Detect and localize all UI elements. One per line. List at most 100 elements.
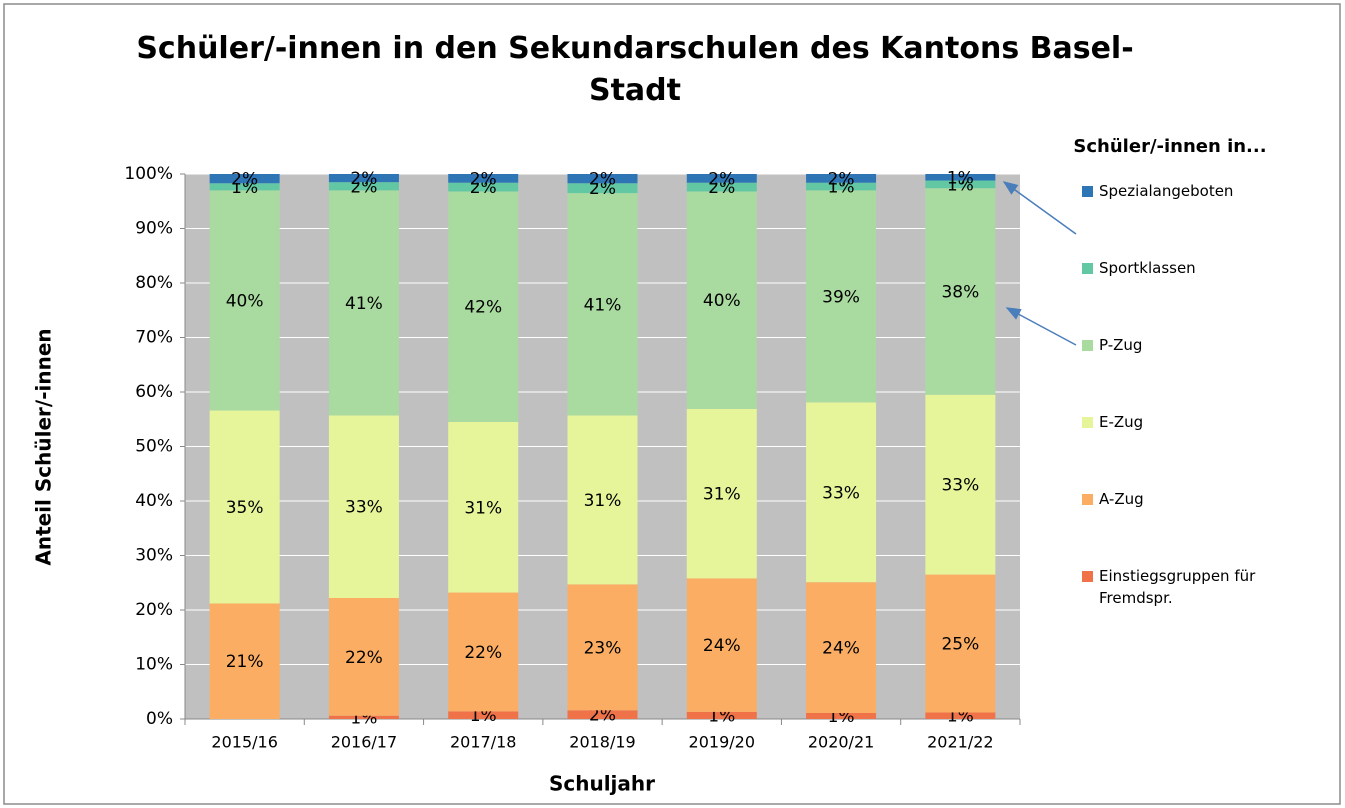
data-label: 39%: [822, 287, 860, 307]
bar-segment: [448, 182, 519, 192]
bar-segment: [328, 182, 399, 191]
bar-segment: [209, 174, 280, 184]
y-tick-label: 90%: [135, 219, 173, 239]
legend-label: Einstiegsgruppen für Fremdspr.: [1099, 567, 1256, 607]
data-label: 24%: [703, 636, 741, 656]
data-label: 2%: [231, 170, 258, 190]
bar-segment: [686, 408, 757, 579]
y-tick-label: 60%: [135, 382, 173, 402]
bar-segment: [209, 183, 280, 191]
data-label: 42%: [464, 298, 502, 318]
legend-label: P-Zug: [1099, 336, 1143, 354]
bar-segment: [567, 415, 638, 585]
legend-swatch: [1082, 571, 1093, 582]
data-label: 2%: [589, 170, 616, 190]
bar-segment: [925, 174, 996, 181]
arrow: [1002, 181, 1077, 235]
x-tick-label: 2018/19: [569, 733, 635, 752]
data-label: 2%: [350, 169, 377, 189]
x-tick-label: 2019/20: [689, 733, 755, 752]
data-label: 2%: [350, 177, 377, 197]
bar-segment: [686, 578, 757, 712]
data-label: 40%: [226, 291, 264, 311]
y-axis-label: Anteil Schüler/-innen: [32, 328, 56, 565]
data-label: 40%: [703, 291, 741, 311]
y-tick-label: 100%: [124, 164, 173, 184]
legend-label: Spezialangeboten: [1099, 182, 1234, 200]
data-label: 2%: [828, 169, 855, 189]
bar-segment: [686, 182, 757, 192]
data-label: 22%: [464, 643, 502, 663]
data-label: 2%: [589, 706, 616, 726]
legend-label: Sportklassen: [1099, 259, 1196, 277]
data-label: 22%: [345, 648, 383, 668]
x-tick-label: 2021/22: [927, 733, 993, 752]
bar-segment: [448, 421, 519, 593]
legend-entry: Sportklassen: [1099, 259, 1196, 277]
y-tick-label: 0%: [146, 709, 173, 729]
data-label: 2%: [708, 169, 735, 189]
bar-segment: [328, 190, 399, 416]
legend-entry: Einstiegsgruppen für Fremdspr.: [1099, 567, 1256, 607]
legend-entry: Spezialangeboten: [1099, 182, 1234, 200]
data-label: 31%: [703, 485, 741, 505]
y-tick-label: 20%: [135, 600, 173, 620]
legend-title: Schüler/-innen in...: [1073, 136, 1266, 157]
bar-segment: [806, 713, 877, 719]
bar-segment: [567, 710, 638, 719]
bar-segment: [328, 715, 399, 719]
y-tick-label: 70%: [135, 328, 173, 348]
bar-segment: [209, 410, 280, 604]
data-label: 2%: [470, 169, 497, 189]
bar-segment: [209, 190, 280, 411]
data-label: 2%: [708, 178, 735, 198]
legend-swatch: [1082, 494, 1093, 505]
bar-segment: [925, 574, 996, 713]
legend-swatch: [1082, 340, 1093, 351]
data-label: 24%: [822, 639, 860, 659]
legend-swatch: [1082, 417, 1093, 428]
data-label: 21%: [226, 652, 264, 672]
y-tick-label: 10%: [135, 655, 173, 675]
chart-title: Schüler/-innen in den Sekundarschulen de…: [136, 31, 1134, 108]
legend-entry: E-Zug: [1099, 413, 1144, 431]
bar-segment: [806, 174, 877, 183]
data-label: 2%: [470, 178, 497, 198]
arrow: [1005, 307, 1077, 346]
data-label: 25%: [941, 635, 979, 655]
data-label: 35%: [226, 498, 264, 518]
x-tick-label: 2020/21: [808, 733, 874, 752]
bar-segment: [567, 183, 638, 194]
y-tick-label: 30%: [135, 546, 173, 566]
data-label: 41%: [345, 294, 383, 314]
bar-segment: [209, 603, 280, 719]
data-label: 33%: [345, 498, 383, 518]
bar-segment: [328, 174, 399, 183]
bar-segment: [806, 182, 877, 191]
legend-label: E-Zug: [1099, 413, 1144, 431]
legend-entry: A-Zug: [1099, 490, 1144, 508]
bar-segment: [925, 712, 996, 719]
x-tick-label: 2016/17: [331, 733, 397, 752]
bar-segment: [925, 394, 996, 575]
legend-entry: P-Zug: [1099, 336, 1143, 354]
data-label: 2%: [589, 179, 616, 199]
x-tick-label: 2015/16: [211, 733, 277, 752]
bar-segment: [448, 174, 519, 183]
data-label: 23%: [584, 638, 622, 658]
x-axis-label: Schuljahr: [549, 772, 655, 796]
bar-segment: [806, 402, 877, 583]
y-tick-label: 40%: [135, 491, 173, 511]
bar-segment: [567, 174, 638, 184]
bar-segment: [328, 415, 399, 599]
bar-segment: [448, 592, 519, 712]
legend-swatch: [1082, 263, 1093, 274]
bar-segment: [925, 180, 996, 189]
data-label: 1%: [947, 168, 974, 188]
bar-segment: [448, 191, 519, 422]
data-label: 33%: [941, 476, 979, 496]
bar-segment: [567, 584, 638, 711]
legend-label: A-Zug: [1099, 490, 1144, 508]
